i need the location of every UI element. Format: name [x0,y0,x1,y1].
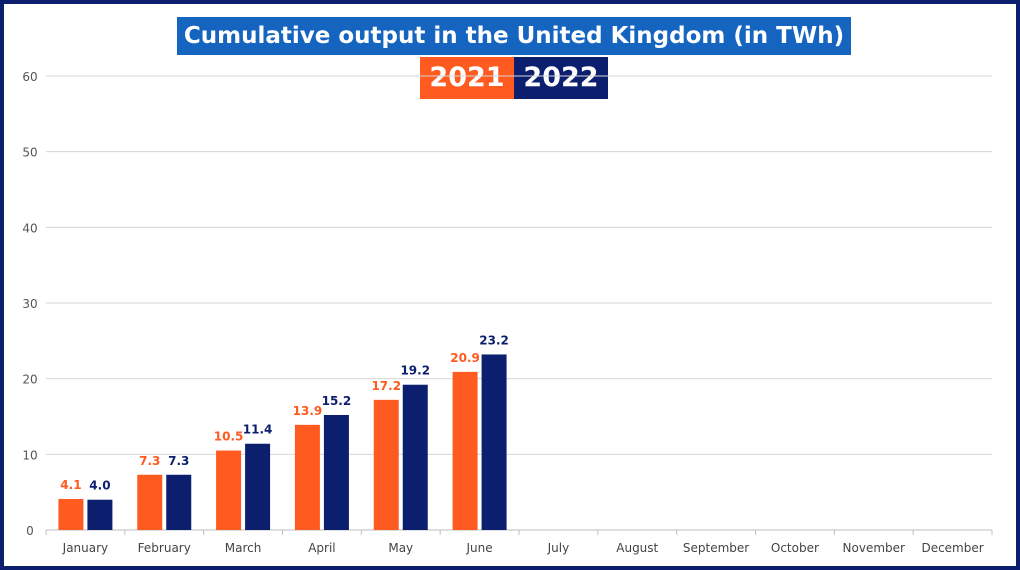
data-label-2021: 20.9 [450,351,480,365]
bar-2021 [373,399,399,530]
bar-2021 [216,450,242,530]
legend: 2021 2022 [4,57,1020,99]
bar-2022 [402,384,428,530]
x-tick-label: August [616,541,658,555]
data-label-2021: 13.9 [293,404,323,418]
x-tick-label: June [466,541,493,555]
data-label-2022: 7.3 [168,454,189,468]
bar-2022 [245,443,271,530]
x-tick-label: November [843,541,905,555]
y-tick-label: 60 [22,70,37,84]
x-tick-label: April [308,541,335,555]
y-tick-label: 10 [22,448,37,462]
data-label-2022: 15.2 [322,394,352,408]
data-label-2021: 4.1 [60,478,81,492]
bar-2022 [166,474,192,530]
bar-2021 [452,371,478,530]
x-tick-label: July [547,541,570,555]
bar-2021 [58,498,84,530]
chart-title: Cumulative output in the United Kingdom … [176,17,852,55]
legend-item-2021: 2021 [420,57,514,99]
x-tick-label: January [62,541,109,555]
x-tick-label: December [921,541,983,555]
title-container: Cumulative output in the United Kingdom … [4,17,1020,55]
x-tick-label: March [225,541,262,555]
data-label-2021: 10.5 [214,430,244,444]
bar-2021 [137,474,163,530]
y-tick-label: 20 [22,373,37,387]
x-tick-label: September [683,541,749,555]
data-label-2021: 7.3 [139,454,160,468]
bar-2022 [481,354,507,530]
data-label-2022: 11.4 [243,423,273,437]
bar-2021 [294,424,320,530]
bar-2022 [323,414,349,530]
data-label-2022: 19.2 [400,364,430,378]
y-tick-label: 30 [22,297,37,311]
y-tick-label: 40 [22,221,37,235]
x-tick-label: May [388,541,413,555]
data-label-2022: 4.0 [89,479,110,493]
data-label-2022: 23.2 [479,333,509,347]
y-tick-label: 50 [22,146,37,160]
y-tick-label: 0 [26,524,34,538]
bar-2022 [87,499,113,530]
x-tick-label: February [138,541,191,555]
x-tick-label: October [771,541,819,555]
legend-item-2022: 2022 [514,57,608,99]
data-label-2021: 17.2 [371,379,401,393]
